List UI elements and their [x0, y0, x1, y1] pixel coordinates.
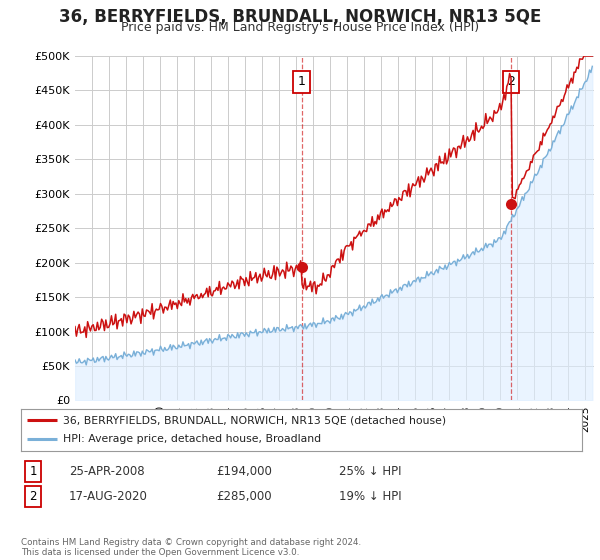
Text: 2: 2	[507, 76, 515, 88]
Text: 36, BERRYFIELDS, BRUNDALL, NORWICH, NR13 5QE: 36, BERRYFIELDS, BRUNDALL, NORWICH, NR13…	[59, 8, 541, 26]
Text: 1: 1	[29, 465, 37, 478]
Text: 36, BERRYFIELDS, BRUNDALL, NORWICH, NR13 5QE (detached house): 36, BERRYFIELDS, BRUNDALL, NORWICH, NR13…	[63, 415, 446, 425]
Text: Price paid vs. HM Land Registry's House Price Index (HPI): Price paid vs. HM Land Registry's House …	[121, 21, 479, 34]
Text: 17-AUG-2020: 17-AUG-2020	[69, 490, 148, 503]
Text: Contains HM Land Registry data © Crown copyright and database right 2024.
This d: Contains HM Land Registry data © Crown c…	[21, 538, 361, 557]
Text: 25% ↓ HPI: 25% ↓ HPI	[339, 465, 401, 478]
Text: £194,000: £194,000	[216, 465, 272, 478]
Text: HPI: Average price, detached house, Broadland: HPI: Average price, detached house, Broa…	[63, 435, 321, 445]
Text: 2: 2	[29, 490, 37, 503]
Text: 1: 1	[298, 76, 305, 88]
Text: 25-APR-2008: 25-APR-2008	[69, 465, 145, 478]
Text: £285,000: £285,000	[216, 490, 272, 503]
Text: 19% ↓ HPI: 19% ↓ HPI	[339, 490, 401, 503]
